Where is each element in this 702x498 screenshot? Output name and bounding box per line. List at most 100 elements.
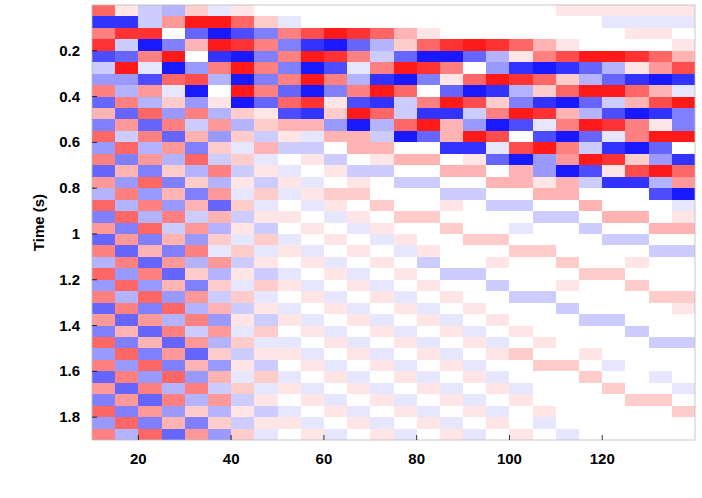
cell [649, 234, 673, 246]
cell [208, 200, 232, 212]
cell [463, 119, 487, 131]
cell [463, 257, 487, 269]
y-tick [92, 142, 97, 143]
cell [231, 326, 255, 338]
cell [509, 291, 533, 303]
cell [138, 142, 162, 154]
cell [486, 429, 510, 440]
cell [138, 5, 162, 17]
cell [533, 62, 557, 74]
cell [278, 108, 302, 120]
cell [556, 406, 580, 418]
cell [486, 39, 510, 51]
cell [463, 268, 487, 280]
cell [347, 200, 371, 212]
cell [394, 383, 418, 395]
cell [254, 39, 278, 51]
cell [509, 417, 533, 429]
cell [417, 268, 441, 280]
cell [394, 429, 418, 440]
cell [347, 5, 371, 17]
cell [533, 142, 557, 154]
cell [162, 200, 186, 212]
cell [417, 280, 441, 292]
cell [301, 51, 325, 63]
cell [533, 268, 557, 280]
y-tick [92, 279, 97, 280]
cell [278, 16, 302, 28]
cell [231, 257, 255, 269]
cell [208, 177, 232, 189]
chart: 204060801001200.20.40.60.811.21.41.61.8T… [0, 0, 702, 498]
cell [208, 406, 232, 418]
cell [533, 234, 557, 246]
cell [486, 394, 510, 406]
cell [463, 200, 487, 212]
cell [440, 62, 464, 74]
cell [92, 165, 116, 177]
cell [301, 211, 325, 223]
y-tick-label: 1.2 [59, 271, 80, 288]
cell [394, 417, 418, 429]
cell [394, 131, 418, 143]
cell [417, 326, 441, 338]
cell [115, 119, 139, 131]
x-tick-label: 80 [408, 450, 425, 467]
cell [509, 326, 533, 338]
cell [463, 16, 487, 28]
cell [556, 417, 580, 429]
cell [162, 223, 186, 235]
cell [301, 314, 325, 326]
cell [92, 383, 116, 395]
cell [394, 177, 418, 189]
cell [370, 303, 394, 315]
cell [115, 108, 139, 120]
cell [533, 429, 557, 440]
cell [115, 200, 139, 212]
cell [254, 326, 278, 338]
cell [486, 74, 510, 86]
cell [92, 142, 116, 154]
cell [417, 16, 441, 28]
cell [394, 188, 418, 200]
cell [115, 291, 139, 303]
cell [231, 314, 255, 326]
cell [254, 200, 278, 212]
cell [463, 348, 487, 360]
cell [672, 303, 695, 315]
cell [625, 188, 649, 200]
cell [301, 108, 325, 120]
cell [324, 223, 348, 235]
cell [579, 371, 603, 383]
cell [92, 360, 116, 372]
cell [278, 188, 302, 200]
cell [254, 268, 278, 280]
cell [579, 28, 603, 40]
cell [138, 188, 162, 200]
cell [231, 417, 255, 429]
cell [602, 348, 626, 360]
cell [440, 39, 464, 51]
cell [649, 28, 673, 40]
cell [138, 16, 162, 28]
cell [92, 51, 116, 63]
cell [463, 85, 487, 97]
cell [138, 28, 162, 40]
cell [486, 200, 510, 212]
cell [347, 371, 371, 383]
cell [440, 245, 464, 257]
cell [231, 371, 255, 383]
cell [301, 188, 325, 200]
cell [579, 5, 603, 17]
cell [347, 429, 371, 440]
cell [649, 417, 673, 429]
cell [231, 5, 255, 17]
cell [370, 177, 394, 189]
cell [509, 62, 533, 74]
cell [301, 74, 325, 86]
cell [115, 223, 139, 235]
cell [486, 234, 510, 246]
cell [649, 291, 673, 303]
cell [138, 74, 162, 86]
cell [394, 211, 418, 223]
